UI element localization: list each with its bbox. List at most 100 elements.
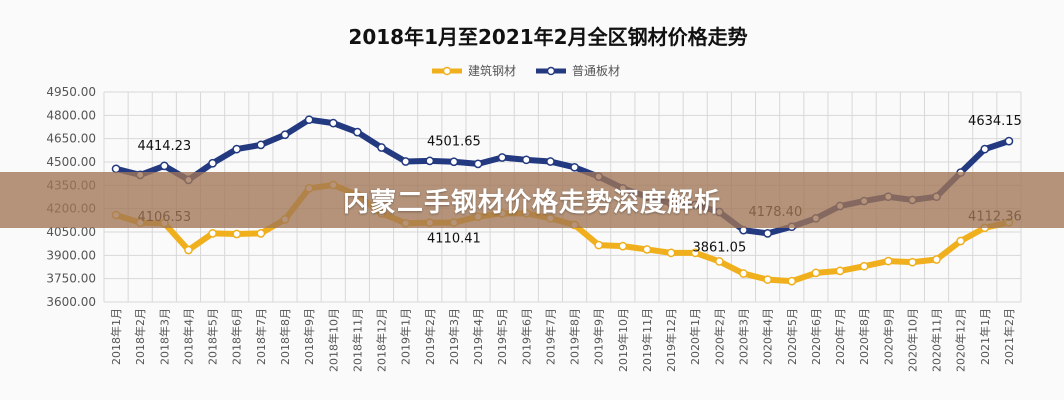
x-tick-label: 2019年10月 bbox=[616, 308, 630, 372]
data-point bbox=[883, 256, 893, 266]
data-point bbox=[1004, 136, 1014, 146]
chart-title: 2018年1月至2021年2月全区钢材价格走势 bbox=[348, 25, 747, 49]
x-tick-label: 2020年2月 bbox=[712, 308, 726, 365]
x-tick-label: 2019年3月 bbox=[447, 308, 461, 365]
x-tick-label: 2019年12月 bbox=[664, 308, 678, 372]
data-point bbox=[787, 276, 797, 286]
data-point bbox=[208, 158, 217, 168]
x-tick-label: 2020年8月 bbox=[857, 308, 871, 365]
data-point bbox=[353, 127, 362, 137]
x-tick-label: 2020年1月 bbox=[688, 308, 702, 365]
x-tick-label: 2020年7月 bbox=[833, 308, 847, 365]
x-tick-label: 2020年6月 bbox=[809, 308, 823, 365]
data-point bbox=[811, 268, 821, 278]
x-tick-label: 2018年12月 bbox=[375, 308, 389, 372]
y-tick-label: 3600.00 bbox=[46, 295, 96, 309]
data-point bbox=[473, 159, 483, 169]
x-tick-label: 2019年2月 bbox=[423, 308, 437, 365]
y-tick-label: 4800.00 bbox=[46, 108, 96, 122]
data-point bbox=[642, 245, 652, 254]
x-tick-label: 2019年9月 bbox=[592, 308, 606, 365]
data-point bbox=[256, 140, 266, 150]
y-tick-label: 4500.00 bbox=[46, 155, 96, 169]
data-point bbox=[594, 240, 604, 250]
data-point bbox=[304, 115, 314, 125]
data-point bbox=[666, 248, 676, 258]
legend-marker-0 bbox=[442, 66, 452, 76]
banner-overlay: 内蒙二手钢材价格走势深度解析 bbox=[0, 172, 1064, 228]
data-point bbox=[690, 248, 700, 258]
data-point bbox=[497, 153, 507, 162]
data-point bbox=[377, 143, 386, 152]
data-label: 4414.23 bbox=[137, 139, 191, 154]
x-tick-label: 2018年5月 bbox=[206, 308, 220, 365]
x-tick-label: 2018年6月 bbox=[230, 308, 244, 365]
x-tick-label: 2020年5月 bbox=[785, 308, 799, 365]
data-point bbox=[980, 144, 990, 154]
x-tick-label: 2021年2月 bbox=[1002, 308, 1016, 365]
x-tick-label: 2019年5月 bbox=[495, 308, 509, 365]
x-tick-label: 2018年9月 bbox=[302, 308, 316, 365]
x-tick-label: 2018年7月 bbox=[254, 308, 268, 365]
legend: 建筑钢材 普通板材 bbox=[432, 63, 620, 78]
data-point bbox=[208, 229, 217, 238]
data-point bbox=[425, 156, 435, 166]
x-axis: 2018年1月 2018年2月 2018年3月 2018年4月 2018年5月 2018年… bbox=[109, 308, 1016, 372]
data-point bbox=[570, 162, 579, 172]
x-tick-label: 2018年4月 bbox=[181, 308, 195, 365]
x-tick-label: 2018年11月 bbox=[350, 308, 364, 372]
legend-label-1: 普通板材 bbox=[572, 64, 620, 78]
x-tick-label: 2018年1月 bbox=[109, 308, 123, 365]
y-tick-label: 3900.00 bbox=[46, 248, 96, 262]
data-point bbox=[932, 255, 941, 264]
x-tick-label: 2019年6月 bbox=[519, 308, 533, 365]
data-label: 4501.65 bbox=[427, 135, 481, 150]
data-point bbox=[232, 229, 242, 239]
data-point bbox=[908, 257, 917, 267]
y-tick-label: 4050.00 bbox=[46, 225, 96, 239]
data-label: 3861.05 bbox=[692, 240, 746, 255]
data-label: 4110.41 bbox=[427, 232, 481, 247]
data-point bbox=[280, 130, 290, 140]
x-tick-label: 2018年3月 bbox=[157, 308, 171, 365]
data-point bbox=[763, 275, 772, 284]
x-tick-label: 2019年11月 bbox=[640, 308, 654, 372]
data-point bbox=[328, 118, 338, 128]
x-tick-label: 2020年9月 bbox=[881, 308, 895, 365]
data-point bbox=[763, 229, 772, 238]
data-point bbox=[618, 241, 628, 251]
x-tick-label: 2019年4月 bbox=[471, 308, 485, 365]
x-tick-label: 2020年11月 bbox=[930, 308, 944, 372]
y-tick-label: 4650.00 bbox=[46, 132, 96, 146]
x-tick-label: 2021年1月 bbox=[978, 308, 992, 365]
data-point bbox=[256, 229, 266, 238]
y-tick-label: 3750.00 bbox=[46, 272, 96, 286]
x-tick-label: 2020年3月 bbox=[736, 308, 750, 365]
x-tick-label: 2020年4月 bbox=[761, 308, 775, 365]
data-point bbox=[232, 144, 242, 154]
data-point bbox=[546, 157, 555, 166]
x-tick-label: 2019年8月 bbox=[568, 308, 582, 365]
data-point bbox=[835, 266, 845, 276]
x-tick-label: 2020年10月 bbox=[905, 308, 919, 372]
data-point bbox=[715, 257, 724, 266]
data-point bbox=[449, 157, 459, 167]
x-tick-label: 2020年12月 bbox=[954, 308, 968, 372]
banner-title: 内蒙二手钢材价格走势深度解析 bbox=[342, 187, 721, 218]
data-point bbox=[159, 161, 169, 171]
x-tick-label: 2018年8月 bbox=[278, 308, 292, 365]
legend-label-0: 建筑钢材 bbox=[468, 63, 516, 78]
legend-marker-1 bbox=[546, 66, 556, 76]
data-point bbox=[739, 269, 748, 278]
data-point bbox=[859, 261, 869, 271]
data-point bbox=[521, 155, 531, 165]
data-point bbox=[184, 245, 193, 255]
x-tick-label: 2018年2月 bbox=[133, 308, 147, 365]
x-tick-label: 2019年1月 bbox=[399, 308, 413, 365]
x-tick-label: 2019年7月 bbox=[543, 308, 557, 365]
y-tick-label: 4950.00 bbox=[46, 85, 96, 99]
x-tick-label: 2018年10月 bbox=[326, 308, 340, 372]
data-point bbox=[401, 157, 410, 166]
data-point bbox=[956, 236, 966, 246]
data-label: 4634.15 bbox=[968, 114, 1022, 129]
